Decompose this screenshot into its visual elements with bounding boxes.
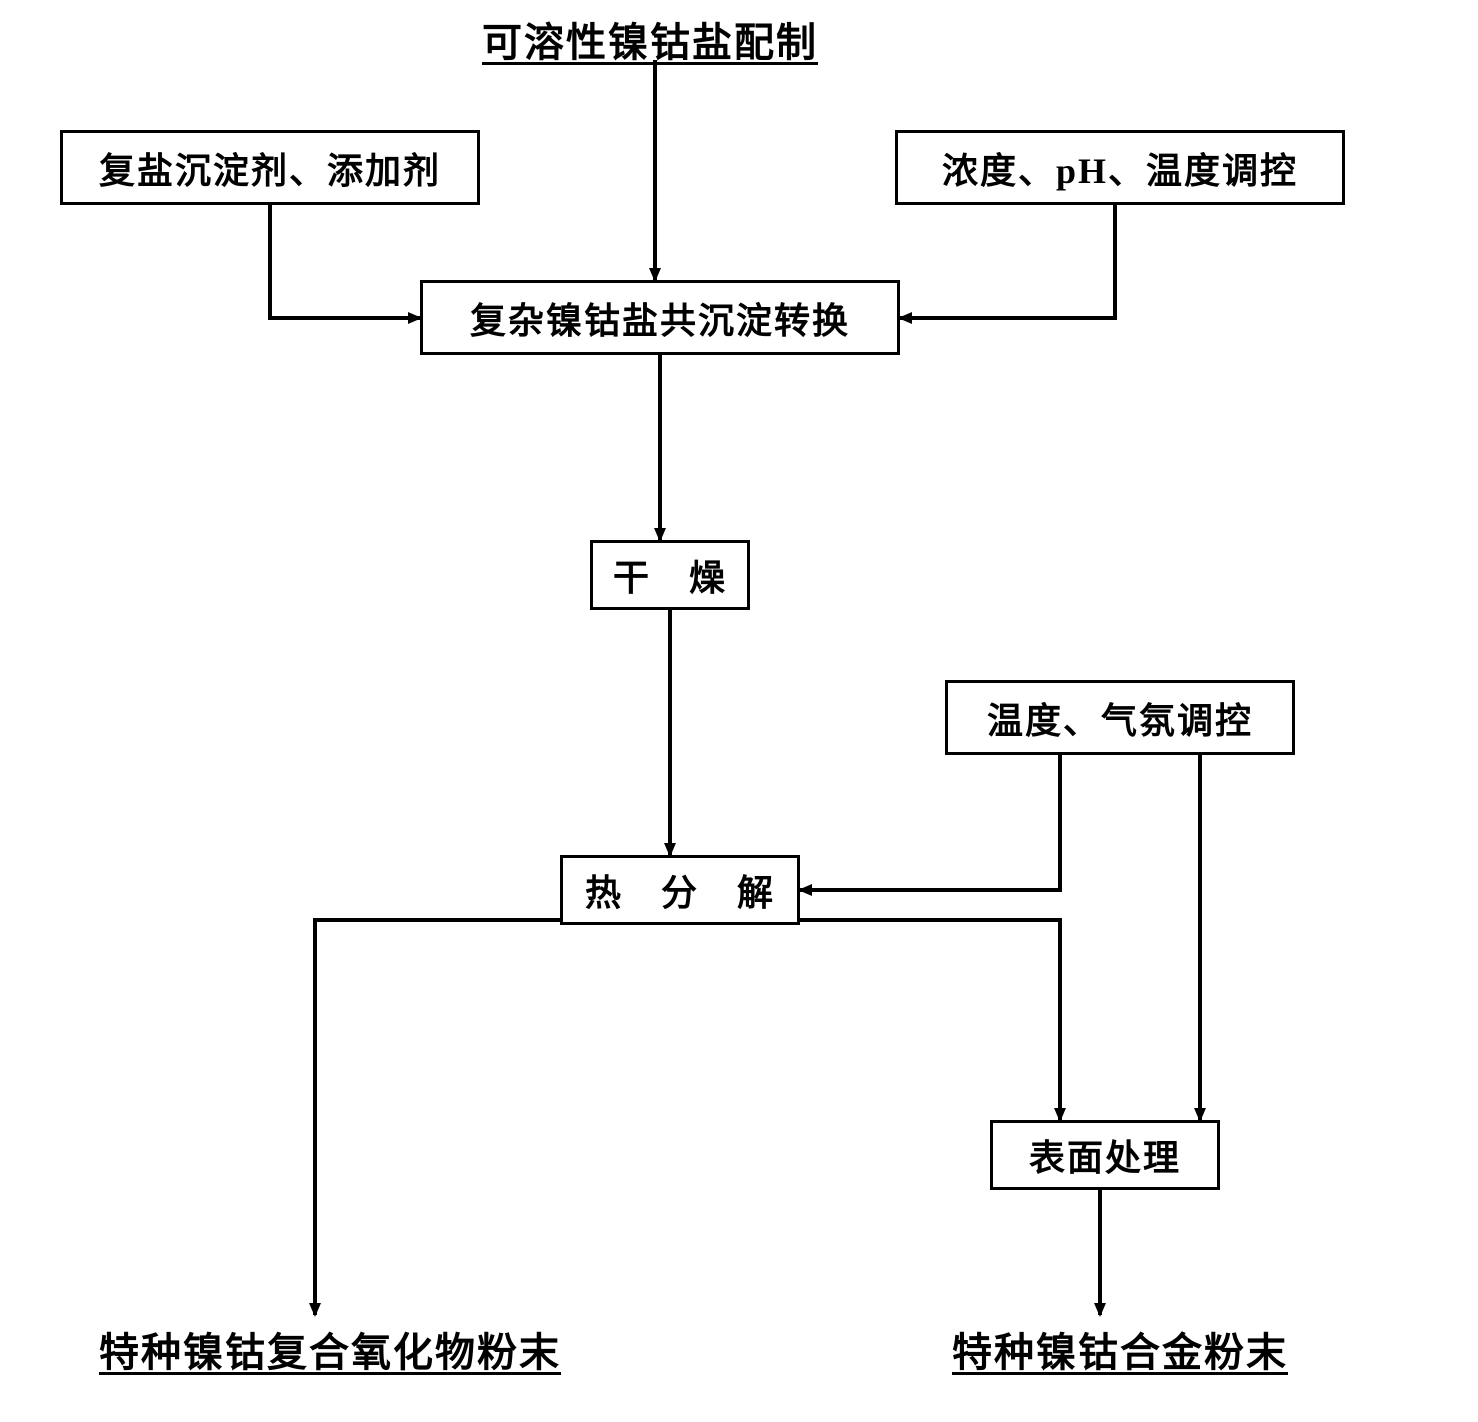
node-text-right_input: 浓度、pH、温度调控: [942, 142, 1298, 194]
edge-7: [315, 920, 560, 1315]
node-text-dry: 干 燥: [613, 549, 727, 601]
node-pyrolysis: 热 分 解: [560, 855, 800, 925]
node-text-pyrolysis: 热 分 解: [585, 864, 775, 916]
node-out_left: 特种镍钴复合氧化物粉末: [70, 1320, 590, 1370]
node-dry: 干 燥: [590, 540, 750, 610]
node-surface: 表面处理: [990, 1120, 1220, 1190]
node-text-surface: 表面处理: [1029, 1129, 1181, 1181]
node-text-temp_atmo: 温度、气氛调控: [987, 692, 1253, 744]
node-left_input: 复盐沉淀剂、添加剂: [60, 130, 480, 205]
node-text-out_right: 特种镍钴合金粉末: [952, 1330, 1288, 1375]
edge-2: [900, 205, 1115, 318]
node-text-left_input: 复盐沉淀剂、添加剂: [99, 142, 441, 194]
node-text-coprecip: 复杂镍钴盐共沉淀转换: [470, 292, 850, 344]
node-top_title: 可溶性镍钴盐配制: [440, 10, 860, 60]
edge-1: [270, 205, 420, 318]
edge-5: [800, 755, 1060, 890]
node-text-top_title: 可溶性镍钴盐配制: [482, 20, 818, 65]
edge-8: [800, 920, 1060, 1120]
node-text-out_left: 特种镍钴复合氧化物粉末: [99, 1330, 561, 1375]
node-temp_atmo: 温度、气氛调控: [945, 680, 1295, 755]
node-coprecip: 复杂镍钴盐共沉淀转换: [420, 280, 900, 355]
node-right_input: 浓度、pH、温度调控: [895, 130, 1345, 205]
node-out_right: 特种镍钴合金粉末: [930, 1320, 1310, 1370]
